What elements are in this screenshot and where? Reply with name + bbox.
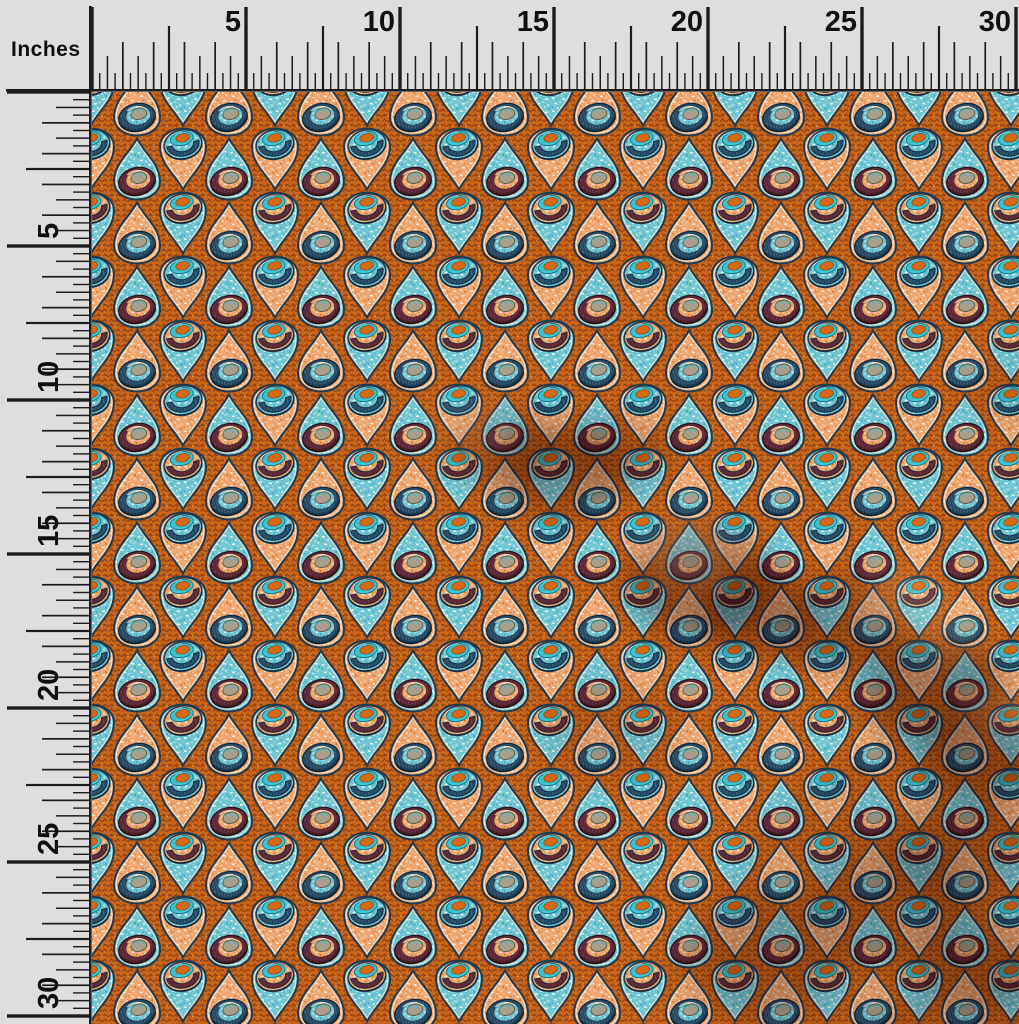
svg-text:20: 20 <box>671 6 703 38</box>
svg-text:25: 25 <box>825 6 857 38</box>
svg-text:15: 15 <box>33 515 65 547</box>
svg-text:15: 15 <box>517 6 549 38</box>
fabric-product-photo: Inches 51015202530 51015202530 <box>0 0 1019 1024</box>
svg-text:20: 20 <box>33 669 65 701</box>
svg-text:25: 25 <box>33 823 65 855</box>
fabric-swatch <box>92 92 1019 1024</box>
svg-text:30: 30 <box>33 977 65 1009</box>
svg-text:10: 10 <box>363 6 395 38</box>
svg-text:10: 10 <box>33 361 65 393</box>
ruler-left: 5 10 15 20 25 30 <box>0 0 92 1024</box>
svg-text:5: 5 <box>225 6 241 38</box>
ruler-top: 5 10 15 20 25 30 <box>0 0 1019 92</box>
svg-text:30: 30 <box>979 6 1011 38</box>
svg-text:5: 5 <box>33 223 65 239</box>
